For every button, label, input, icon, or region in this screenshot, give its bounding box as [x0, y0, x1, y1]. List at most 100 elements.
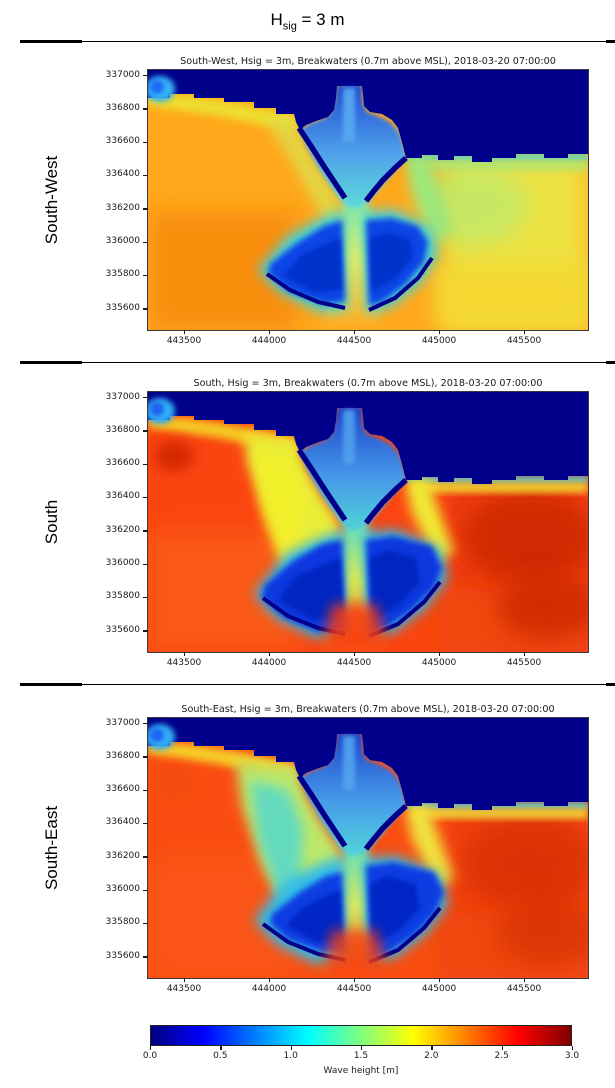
panel-separator-2: [0, 683, 615, 687]
heatmap-canvas: [148, 718, 588, 978]
rule-segment: [20, 683, 82, 686]
figure-title-prefix: H: [270, 10, 283, 29]
x-tick-mark: [269, 330, 271, 334]
x-tick-label: 445500: [506, 336, 542, 346]
y-tick-mark: [143, 308, 148, 310]
title-rule: [0, 40, 615, 44]
y-tick-mark: [143, 723, 148, 725]
harbor-channel: [343, 410, 355, 464]
y-tick-mark: [143, 922, 148, 925]
colorbar: [150, 1025, 572, 1046]
x-tick-mark: [269, 978, 271, 982]
heatmap-panel-south: South, Hsig = 3m, Breakwaters (0.7m abov…: [106, 379, 589, 668]
x-tick-label: 445500: [506, 658, 542, 668]
y-tick-mark: [143, 496, 148, 499]
colorbar-tick-mark: [290, 1046, 292, 1050]
row-label-south-east: South-East: [42, 805, 61, 891]
x-tick-label: 445000: [421, 658, 457, 668]
rule-segment: [606, 683, 615, 686]
y-tick-label: 336600: [105, 458, 140, 469]
row-label-south-west: South-West: [42, 155, 61, 245]
y-tick-mark: [143, 397, 148, 399]
y-tick-label: 336600: [105, 784, 140, 795]
x-tick-label: 444000: [251, 658, 287, 668]
x-tick-mark: [524, 330, 526, 334]
x-tick-label: 443500: [166, 984, 202, 994]
x-tick-mark: [269, 652, 271, 656]
colorbar-tick-mark: [220, 1046, 222, 1050]
colorbar-tick-mark: [150, 1046, 152, 1050]
rule-segment: [82, 40, 606, 42]
y-tick-label: 336400: [105, 817, 140, 828]
y-tick-mark: [143, 789, 148, 791]
colorbar-tick-label: 2.0: [424, 1051, 439, 1061]
colorbar-tick-mark: [501, 1046, 503, 1050]
breakwater-arm-right: [363, 155, 408, 203]
y-tick-label: 335800: [105, 917, 140, 928]
harbor-channel: [343, 736, 355, 790]
y-tick-label: 336800: [105, 424, 140, 435]
y-tick-mark: [143, 630, 148, 632]
y-tick-mark: [143, 596, 148, 599]
y-tick-label: 335800: [105, 591, 140, 602]
harbor-basin: [300, 84, 406, 209]
y-tick-label: 336800: [105, 102, 140, 113]
y-tick-mark: [143, 430, 148, 432]
rule-segment: [82, 683, 606, 685]
rule-segment: [20, 40, 82, 43]
heatmap-panel-south-east: South-East, Hsig = 3m, Breakwaters (0.7m…: [106, 705, 589, 994]
rule-segment: [82, 361, 606, 363]
rule-segment: [20, 361, 82, 364]
y-tick-label: 337000: [105, 717, 140, 728]
y-tick-label: 336000: [105, 884, 140, 895]
x-tick-label: 444000: [251, 336, 287, 346]
y-tick-mark: [143, 822, 148, 825]
y-tick-label: 336600: [105, 136, 140, 147]
subplot-title-south: South, Hsig = 3m, Breakwaters (0.7m abov…: [193, 378, 543, 389]
y-tick-label: 335600: [105, 950, 140, 961]
breakwater-arm-left: [296, 448, 348, 522]
colorbar-tick-mark: [431, 1046, 433, 1050]
y-tick-mark: [143, 75, 148, 77]
subplot-title-south-west: South-West, Hsig = 3m, Breakwaters (0.7m…: [180, 56, 556, 67]
x-tick-label: 445000: [421, 336, 457, 346]
rule-segment: [606, 361, 615, 364]
breakwater-arm-left: [296, 126, 348, 200]
x-tick-mark: [354, 978, 356, 982]
harbor-basin: [300, 406, 406, 531]
y-tick-mark: [143, 530, 148, 532]
heatmap-panel-south-west: South-West, Hsig = 3m, Breakwaters (0.7m…: [106, 57, 589, 346]
x-tick-mark: [184, 652, 186, 656]
x-tick-mark: [524, 652, 526, 656]
y-tick-label: 335600: [105, 302, 140, 313]
y-tick-label: 336200: [105, 202, 140, 213]
x-tick-mark: [184, 330, 186, 334]
y-tick-label: 335800: [105, 269, 140, 280]
y-tick-label: 335600: [105, 624, 140, 635]
south-breakwater-right: [368, 256, 434, 312]
y-tick-label: 336400: [105, 169, 140, 180]
x-tick-label: 444000: [251, 984, 287, 994]
y-tick-mark: [143, 889, 148, 891]
y-tick-label: 337000: [105, 391, 140, 402]
y-tick-mark: [143, 563, 148, 565]
x-tick-label: 445000: [421, 984, 457, 994]
y-tick-mark: [143, 141, 148, 143]
colorbar-tick-label: 1.5: [353, 1051, 369, 1061]
south-breakwater-left: [265, 272, 346, 310]
x-tick-mark: [439, 652, 441, 656]
y-tick-mark: [143, 108, 148, 110]
x-tick-label: 445500: [506, 984, 542, 994]
row-label-south: South: [42, 499, 61, 545]
figure-title-suffix: = 3 m: [296, 10, 345, 29]
heatmap-canvas: [148, 392, 588, 652]
breakwater-arm-left: [296, 774, 348, 848]
y-tick-mark: [143, 856, 148, 858]
y-tick-mark: [143, 208, 148, 210]
y-tick-label: 336200: [105, 850, 140, 861]
land-mass: [148, 392, 588, 484]
colorbar-tick-mark: [572, 1046, 574, 1050]
heatmap-canvas: [148, 70, 588, 330]
colorbar-tick-label: 0.0: [142, 1051, 158, 1061]
